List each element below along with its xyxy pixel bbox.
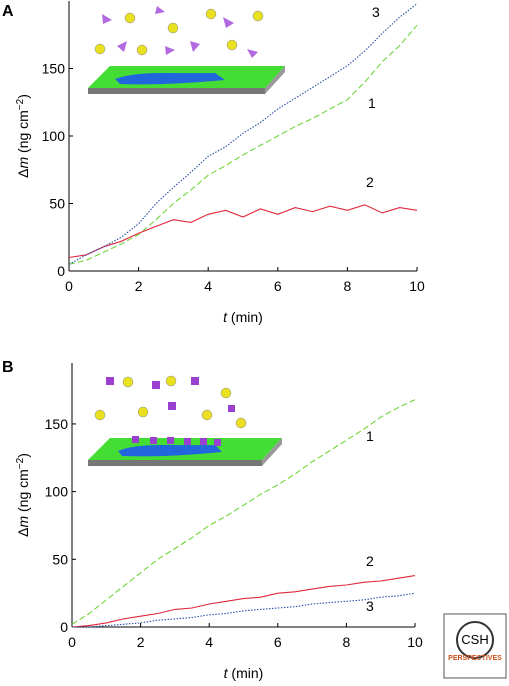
y-label-part: Δ xyxy=(15,169,31,178)
y-tick-label: 50 xyxy=(52,551,68,567)
data-line xyxy=(68,204,418,259)
inset-illustration xyxy=(88,6,285,94)
x-tick-label: 8 xyxy=(343,634,351,650)
y-axis-label: Δm (ng cm−2) xyxy=(15,94,32,178)
logo-text: CSH xyxy=(461,632,488,647)
curve-label: 1 xyxy=(368,95,376,111)
x-tick-label: 2 xyxy=(135,278,143,294)
y-label-part: −2 xyxy=(15,457,26,469)
x-tick-label: 0 xyxy=(68,634,76,650)
x-label-part: (min) xyxy=(228,665,264,681)
logo: CSH PERSPECTIVES xyxy=(443,613,507,679)
y-label-part: ) xyxy=(15,453,31,458)
x-tick-label: 2 xyxy=(137,634,145,650)
data-line xyxy=(72,592,416,628)
y-tick-label: 150 xyxy=(45,416,69,432)
logo-text: PERSPECTIVES xyxy=(448,655,502,662)
y-tick-label: 50 xyxy=(49,196,65,212)
curve-label: 3 xyxy=(366,598,374,614)
data-line xyxy=(71,575,416,628)
y-label-part: (ng cm xyxy=(15,110,31,157)
data-line xyxy=(68,24,418,265)
y-axis-label: Δm (ng cm−2) xyxy=(15,453,32,537)
y-label-part: −2 xyxy=(15,98,26,110)
x-axis-label: t (min) xyxy=(224,665,264,681)
curve-label: 2 xyxy=(366,553,374,569)
y-tick-label: 0 xyxy=(60,619,68,635)
curve-label: 1 xyxy=(366,428,374,444)
y-label-part: m xyxy=(15,157,31,169)
x-tick-label: 8 xyxy=(344,278,352,294)
curve-label: 2 xyxy=(366,174,374,190)
x-tick-label: 6 xyxy=(274,634,282,650)
data-line xyxy=(71,399,416,625)
y-tick-label: 150 xyxy=(42,61,66,77)
inset-illustration xyxy=(88,375,282,466)
curve-label: 3 xyxy=(372,4,380,20)
y-label-part: ) xyxy=(15,94,31,99)
y-label-part: Δ xyxy=(15,528,31,537)
x-label-part: t xyxy=(223,309,228,325)
x-tick-label: 0 xyxy=(65,278,73,294)
x-tick-label: 10 xyxy=(407,634,423,650)
y-label-part: m xyxy=(15,516,31,528)
x-tick-label: 10 xyxy=(409,278,425,294)
y-tick-label: 100 xyxy=(42,128,66,144)
panel-letter: A xyxy=(2,3,14,20)
y-tick-label: 100 xyxy=(45,484,69,500)
x-tick-label: 4 xyxy=(204,278,212,294)
x-label-part: (min) xyxy=(227,309,263,325)
x-tick-label: 6 xyxy=(274,278,282,294)
y-label-part: (ng cm xyxy=(15,469,31,516)
panel-letter: B xyxy=(2,359,14,376)
x-tick-label: 4 xyxy=(205,634,213,650)
x-label-part: t xyxy=(224,665,229,681)
data-line xyxy=(68,3,418,265)
y-tick-label: 0 xyxy=(57,263,65,279)
x-axis-label: t (min) xyxy=(223,309,263,325)
